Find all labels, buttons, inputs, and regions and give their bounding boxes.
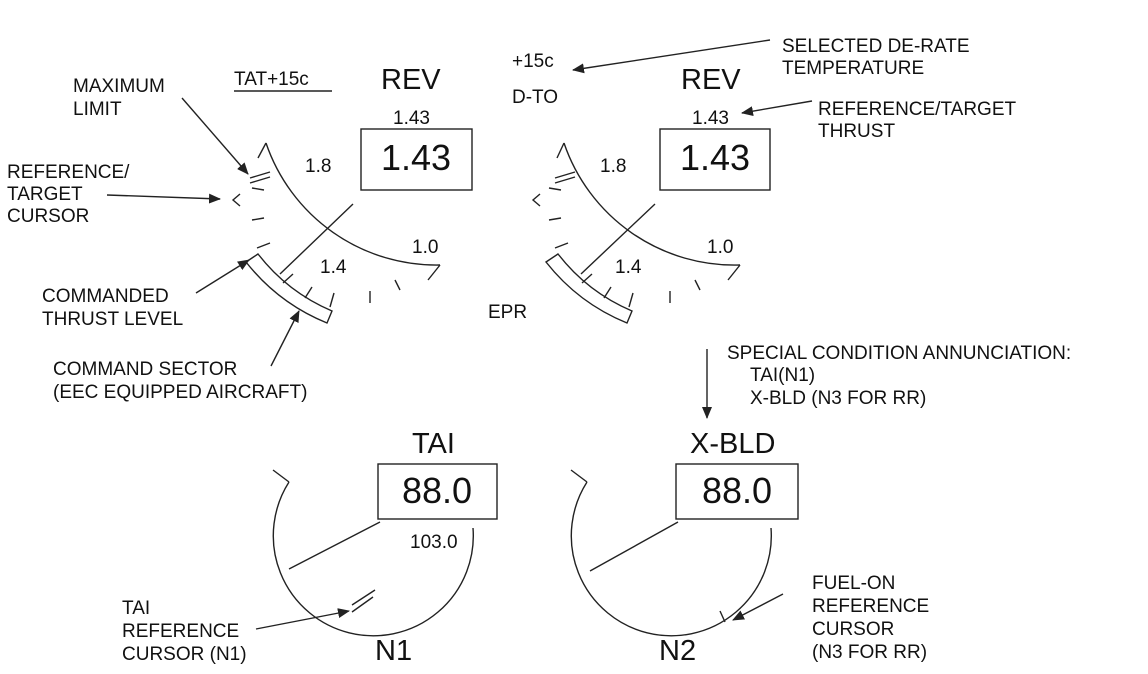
annotation-commanded-thrust: COMMANDED THRUST LEVEL <box>42 259 250 330</box>
fuel-on-reference-cursor <box>719 610 726 623</box>
n2-value: 88.0 <box>702 470 772 511</box>
svg-text:REFERENCE/TARGET: REFERENCE/TARGET <box>818 99 1017 120</box>
svg-text:SPECIAL CONDITION ANNUNCIATION: SPECIAL CONDITION ANNUNCIATION: <box>727 343 1071 364</box>
epr-right-pointer <box>580 203 656 275</box>
maximum-limit-mark <box>249 171 271 184</box>
n1-value-box <box>377 463 498 520</box>
svg-text:LIMIT: LIMIT <box>73 99 122 120</box>
svg-text:CURSOR: CURSOR <box>812 619 894 640</box>
command-sector <box>244 253 333 324</box>
svg-text:REFERENCE/: REFERENCE/ <box>7 162 130 183</box>
svg-text:THRUST LEVEL: THRUST LEVEL <box>42 309 183 330</box>
svg-text:CURSOR (N1): CURSOR (N1) <box>122 644 247 665</box>
derate-temperature: +15c <box>512 51 554 72</box>
annotation-reference-target-cursor: REFERENCE/ TARGET CURSOR <box>7 162 221 227</box>
n1-redline-value: 103.0 <box>410 532 458 553</box>
n1-value: 88.0 <box>402 470 472 511</box>
epr-gauge-left: 1.8 1.4 1.0 REV 1.43 1.43 TAT+15c <box>231 64 473 324</box>
epr-right-scale-arc <box>563 142 741 266</box>
svg-text:FUEL-ON: FUEL-ON <box>812 573 895 594</box>
epr-right-label-1-4: 1.4 <box>615 257 642 278</box>
epr-right-label-1-8: 1.8 <box>600 156 626 177</box>
epr-left-arc-start-tick <box>257 142 267 159</box>
epr-right-target-value: 1.43 <box>692 108 729 129</box>
epr-left-label-1-8: 1.8 <box>305 156 331 177</box>
annotation-command-sector: COMMAND SECTOR (EEC EQUIPPED AIRCRAFT) <box>53 310 307 403</box>
svg-text:X-BLD (N3 FOR RR): X-BLD (N3 FOR RR) <box>750 388 926 409</box>
epr-right-label-1-0: 1.0 <box>707 237 733 258</box>
epr-left-value: 1.43 <box>381 137 451 178</box>
derate-mode: D-TO <box>512 87 558 108</box>
epr-right-value-box <box>659 128 771 191</box>
epr-left-title: REV <box>381 64 441 96</box>
n2-title: X-BLD <box>690 428 775 460</box>
n2-gauge: X-BLD 88.0 N2 <box>570 428 799 667</box>
epr-label: EPR <box>488 302 527 323</box>
n1-label: N1 <box>375 635 412 667</box>
epr-left-target-value: 1.43 <box>393 108 430 129</box>
epr-right-scale-ticks <box>548 187 701 308</box>
svg-text:TAI(N1): TAI(N1) <box>750 365 815 386</box>
epr-left-scale-ticks <box>251 187 401 308</box>
epr-right-command-sector <box>544 253 633 324</box>
annotation-tai-reference-cursor: TAI REFERENCE CURSOR (N1) <box>122 598 350 665</box>
annotation-reference-target-thrust: REFERENCE/TARGET THRUST <box>741 99 1017 142</box>
annotation-maximum-limit: MAXIMUM LIMIT <box>73 76 249 175</box>
epr-left-label-1-4: 1.4 <box>320 257 347 278</box>
epr-right-title: REV <box>681 64 741 96</box>
svg-text:REFERENCE: REFERENCE <box>122 621 239 642</box>
svg-text:CURSOR: CURSOR <box>7 206 89 227</box>
svg-text:MAXIMUM: MAXIMUM <box>73 76 165 97</box>
annotation-special-condition: SPECIAL CONDITION ANNUNCIATION: TAI(N1) … <box>702 343 1071 419</box>
epr-left-value-box <box>360 128 473 191</box>
svg-text:THRUST: THRUST <box>818 121 895 142</box>
epr-left-label-1-0: 1.0 <box>412 237 438 258</box>
epr-left-pointer <box>279 203 354 275</box>
annotation-fuel-on-cursor: FUEL-ON REFERENCE CURSOR (N3 FOR RR) <box>732 573 929 663</box>
svg-text:TARGET: TARGET <box>7 184 83 205</box>
epr-right-reference-cursor <box>531 193 541 207</box>
epr-gauge-right: 1.8 1.4 1.0 REV 1.43 1.43 +15c D-TO <box>512 51 771 324</box>
n2-value-box <box>675 463 799 520</box>
n1-pointer <box>288 521 381 570</box>
n1-scale-arc <box>272 481 475 637</box>
n1-gauge: TAI 88.0 103.0 N1 <box>272 428 498 667</box>
n2-pointer <box>589 521 679 572</box>
svg-text:SELECTED DE-RATE: SELECTED DE-RATE <box>782 36 970 57</box>
svg-text:TAI: TAI <box>122 598 150 619</box>
n2-label: N2 <box>659 635 696 667</box>
epr-right-value: 1.43 <box>680 137 750 178</box>
svg-text:COMMANDED: COMMANDED <box>42 286 169 307</box>
n1-title: TAI <box>412 428 455 460</box>
annotation-selected-derate: SELECTED DE-RATE TEMPERATURE <box>572 36 970 79</box>
epr-left-arc-end-tick <box>427 264 441 281</box>
svg-text:(N3 FOR RR): (N3 FOR RR) <box>812 642 927 663</box>
svg-text:(EEC EQUIPPED AIRCRAFT): (EEC EQUIPPED AIRCRAFT) <box>53 382 307 403</box>
epr-left-scale-arc <box>265 142 441 266</box>
svg-text:COMMAND SECTOR: COMMAND SECTOR <box>53 359 237 380</box>
svg-text:REFERENCE: REFERENCE <box>812 596 929 617</box>
svg-text:TEMPERATURE: TEMPERATURE <box>782 58 924 79</box>
epr-right-maximum-limit-mark <box>554 171 576 184</box>
n2-scale-arc <box>570 481 773 637</box>
tat-label: TAT+15c <box>234 69 309 90</box>
tai-reference-cursor <box>351 589 376 613</box>
reference-target-cursor <box>231 193 241 207</box>
